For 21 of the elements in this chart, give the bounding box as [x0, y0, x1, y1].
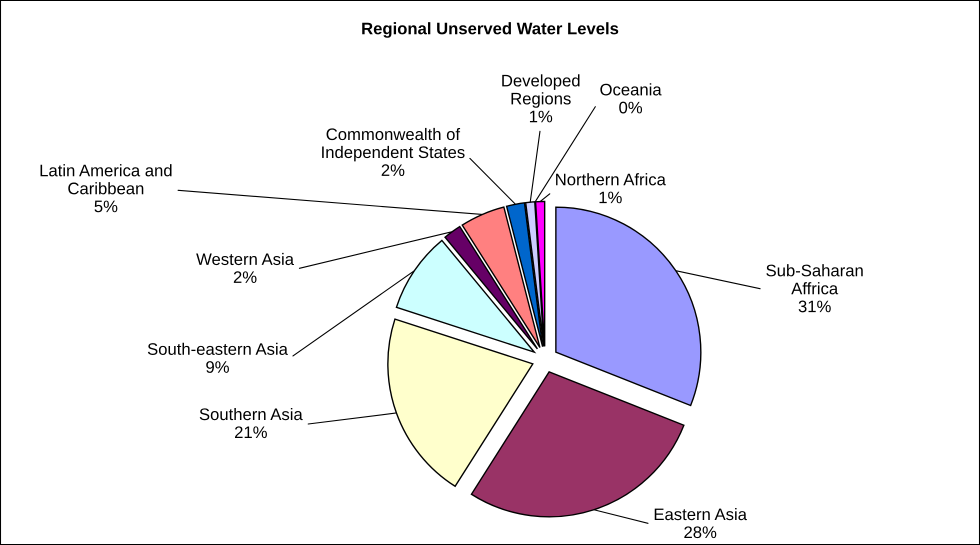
slice-label: Commonwealth of Independent States	[322, 128, 465, 162]
slice-label: Northern Africa	[556, 173, 666, 186]
slice-label: Western Asia	[196, 252, 294, 266]
slice-label: Latin America and Caribbean	[40, 164, 172, 194]
slice-label: Eastern Asia	[654, 508, 747, 520]
data-label: 31%	[798, 300, 831, 312]
data-label: 28%	[684, 526, 716, 538]
chart-title: Regional Unserved Water Levels	[362, 22, 618, 38]
data-label: 1%	[600, 192, 622, 204]
slice-label: Southern Asia	[200, 408, 303, 420]
data-label: 5%	[94, 200, 118, 212]
slice-label: Developed Regions	[502, 74, 580, 108]
data-label: 2%	[234, 271, 256, 283]
data-label: 2%	[382, 164, 404, 176]
slice-label: South-eastern Asia	[148, 342, 288, 355]
slice-label: Sub-Saharan Affrica	[766, 264, 863, 294]
text: 0%	[619, 102, 642, 114]
category-label: Oceania	[600, 83, 662, 96]
data-label: 21%	[235, 426, 267, 438]
data-label: 9%	[206, 361, 229, 373]
data-label: 1%	[530, 110, 552, 122]
